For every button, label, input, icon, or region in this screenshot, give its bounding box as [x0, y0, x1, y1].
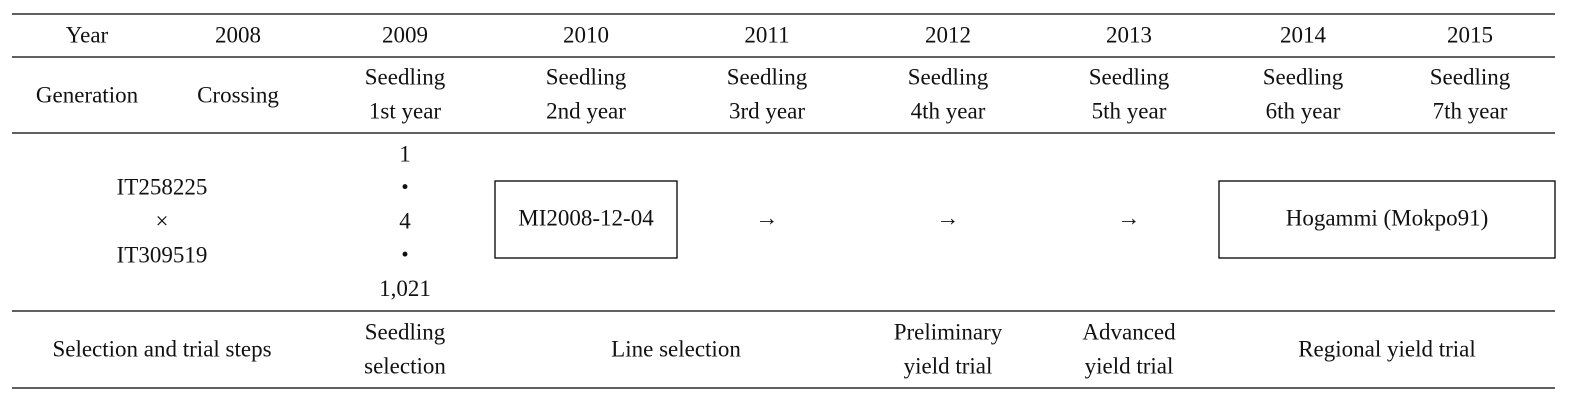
generation-cell: Crossing	[197, 82, 279, 107]
header-cell: 2011	[744, 22, 789, 47]
parent: ×	[156, 208, 169, 233]
generation-cell: Seedling	[1430, 64, 1511, 89]
step-cell: yield trial	[1085, 353, 1174, 378]
generation-cell: 5th year	[1092, 98, 1167, 123]
header-cell: 2013	[1106, 22, 1152, 47]
arrow: →	[756, 205, 779, 230]
row-label: Selection and trial steps	[52, 336, 271, 361]
header-cell: 2009	[382, 22, 428, 47]
header-cell: 2010	[563, 22, 609, 47]
variety-box	[1218, 180, 1556, 259]
count: ・	[394, 175, 417, 200]
header-cell: Year	[66, 22, 109, 47]
step-cell: Regional yield trial	[1298, 336, 1476, 361]
generation-cell: 3rd year	[729, 98, 805, 123]
header-cell: 2014	[1280, 22, 1327, 47]
row-label: Generation	[36, 82, 139, 107]
generation-cell: 7th year	[1433, 98, 1508, 123]
step-cell: yield trial	[904, 353, 993, 378]
generation-cell: Seedling	[727, 64, 808, 89]
step-cell: Seedling	[365, 319, 446, 344]
count: 4	[399, 209, 411, 234]
header-cell: 2015	[1447, 22, 1493, 47]
parent: IT258225	[117, 174, 208, 199]
generation-cell: Seedling	[365, 64, 446, 89]
line-name: MI2008-12-04	[518, 205, 654, 230]
header-cell: 2008	[215, 22, 261, 47]
generation-cell: Seedling	[1263, 64, 1344, 89]
generation-cell: Seedling	[546, 64, 627, 89]
count: 1	[399, 141, 411, 166]
parent: IT309519	[117, 242, 208, 267]
count: 1,021	[379, 276, 431, 301]
generation-cell: 1st year	[369, 98, 442, 123]
step-cell: Advanced	[1082, 319, 1176, 344]
count: ・	[394, 242, 417, 267]
variety: Hogammi (Mokpo91)	[1286, 205, 1489, 230]
step-cell: Line selection	[611, 336, 741, 361]
generation-cell: 2nd year	[546, 98, 626, 123]
generation-cell: Seedling	[908, 64, 989, 89]
arrow: →	[1118, 205, 1141, 230]
generation-cell: Seedling	[1089, 64, 1170, 89]
generation-cell: 4th year	[911, 98, 986, 123]
header-cell: 2012	[925, 22, 971, 47]
generation-cell: 6th year	[1266, 98, 1341, 123]
step-cell: selection	[364, 353, 446, 378]
arrow: →	[937, 205, 960, 230]
line-box	[494, 180, 678, 259]
step-cell: Preliminary	[894, 319, 1003, 344]
